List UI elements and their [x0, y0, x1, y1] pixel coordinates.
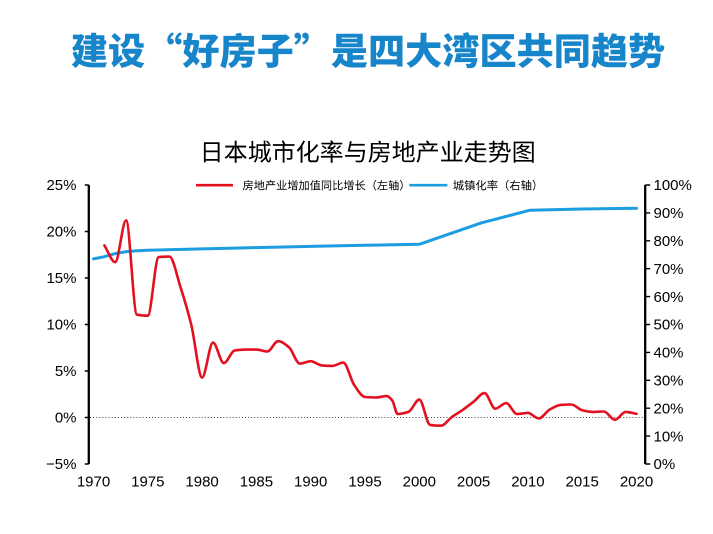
svg-text:50%: 50% — [654, 317, 684, 334]
svg-text:40%: 40% — [654, 345, 684, 362]
svg-text:90%: 90% — [654, 205, 684, 222]
svg-text:2005: 2005 — [457, 473, 490, 490]
svg-text:25%: 25% — [46, 177, 76, 194]
svg-text:1985: 1985 — [240, 473, 273, 490]
svg-text:20%: 20% — [654, 400, 684, 417]
svg-text:0%: 0% — [55, 410, 77, 427]
svg-text:1995: 1995 — [348, 473, 381, 490]
svg-text:20%: 20% — [46, 224, 76, 241]
svg-text:1990: 1990 — [294, 473, 327, 490]
svg-text:15%: 15% — [46, 270, 76, 287]
svg-text:5%: 5% — [55, 363, 77, 380]
svg-text:2020: 2020 — [620, 473, 653, 490]
svg-text:−5%: −5% — [46, 456, 76, 473]
svg-text:10%: 10% — [654, 428, 684, 445]
svg-text:2010: 2010 — [511, 473, 544, 490]
svg-text:2015: 2015 — [566, 473, 599, 490]
svg-text:10%: 10% — [46, 317, 76, 334]
svg-text:1980: 1980 — [185, 473, 218, 490]
svg-text:1975: 1975 — [131, 473, 164, 490]
svg-text:70%: 70% — [654, 261, 684, 278]
svg-text:30%: 30% — [654, 373, 684, 390]
svg-text:0%: 0% — [654, 456, 676, 473]
svg-text:80%: 80% — [654, 233, 684, 250]
svg-text:2000: 2000 — [403, 473, 436, 490]
svg-text:1970: 1970 — [77, 473, 110, 490]
svg-text:60%: 60% — [654, 289, 684, 306]
svg-text:100%: 100% — [654, 177, 692, 194]
